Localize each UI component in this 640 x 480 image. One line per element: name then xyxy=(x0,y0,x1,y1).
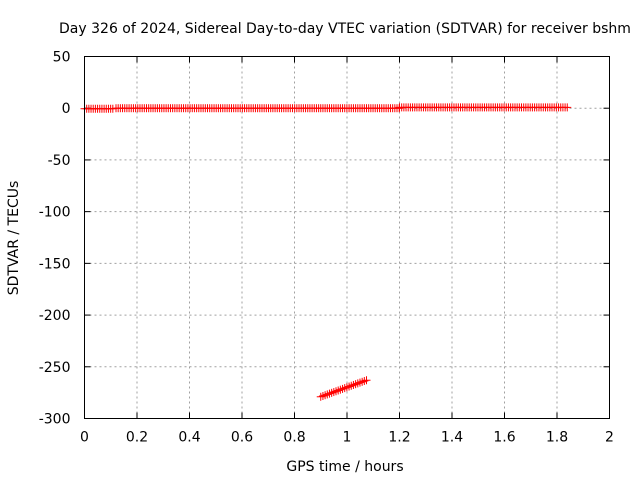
x-tick-label: 1.6 xyxy=(493,430,515,446)
tick-labels-layer: 0 0.2 0.4 0.6 0.8 1 1.2 1.4 1.6 1.8 2 50 0 -50 -100 -15… xyxy=(39,50,614,446)
data-point xyxy=(563,103,572,112)
y-tick-label: -200 xyxy=(39,308,71,324)
chart-title: Day 326 of 2024, Sidereal Day-to-day VTE… xyxy=(59,21,631,37)
y-axis-title: SDTVAR / TECUs xyxy=(6,181,22,296)
y-tick-label: 0 xyxy=(62,101,71,117)
y-tick-label: -100 xyxy=(39,205,71,221)
plot-frame xyxy=(84,56,610,419)
x-tick-label: 0.4 xyxy=(178,430,200,446)
y-tick-label: -50 xyxy=(48,153,71,169)
x-tick-label: 1.2 xyxy=(388,430,410,446)
data-point xyxy=(362,376,371,385)
x-tick-label: 1.8 xyxy=(546,430,568,446)
x-tick-label: 0.8 xyxy=(283,430,305,446)
x-tick-label: 2 xyxy=(605,430,614,446)
x-tick-label: 0.2 xyxy=(126,430,148,446)
y-tick-label: -150 xyxy=(39,256,71,272)
x-tick-label: 1.4 xyxy=(441,430,463,446)
x-tick-label: 0.6 xyxy=(231,430,253,446)
y-tick-label: -250 xyxy=(39,360,71,376)
x-tick-label: 0 xyxy=(80,430,89,446)
y-tick-label: 50 xyxy=(53,50,71,66)
data-point xyxy=(108,104,117,113)
data-marks-layer xyxy=(80,103,572,401)
y-tick-label: -300 xyxy=(39,412,71,428)
x-tick-label: 1 xyxy=(343,430,352,446)
grid-layer xyxy=(84,56,610,419)
x-axis-title: GPS time / hours xyxy=(286,459,403,475)
